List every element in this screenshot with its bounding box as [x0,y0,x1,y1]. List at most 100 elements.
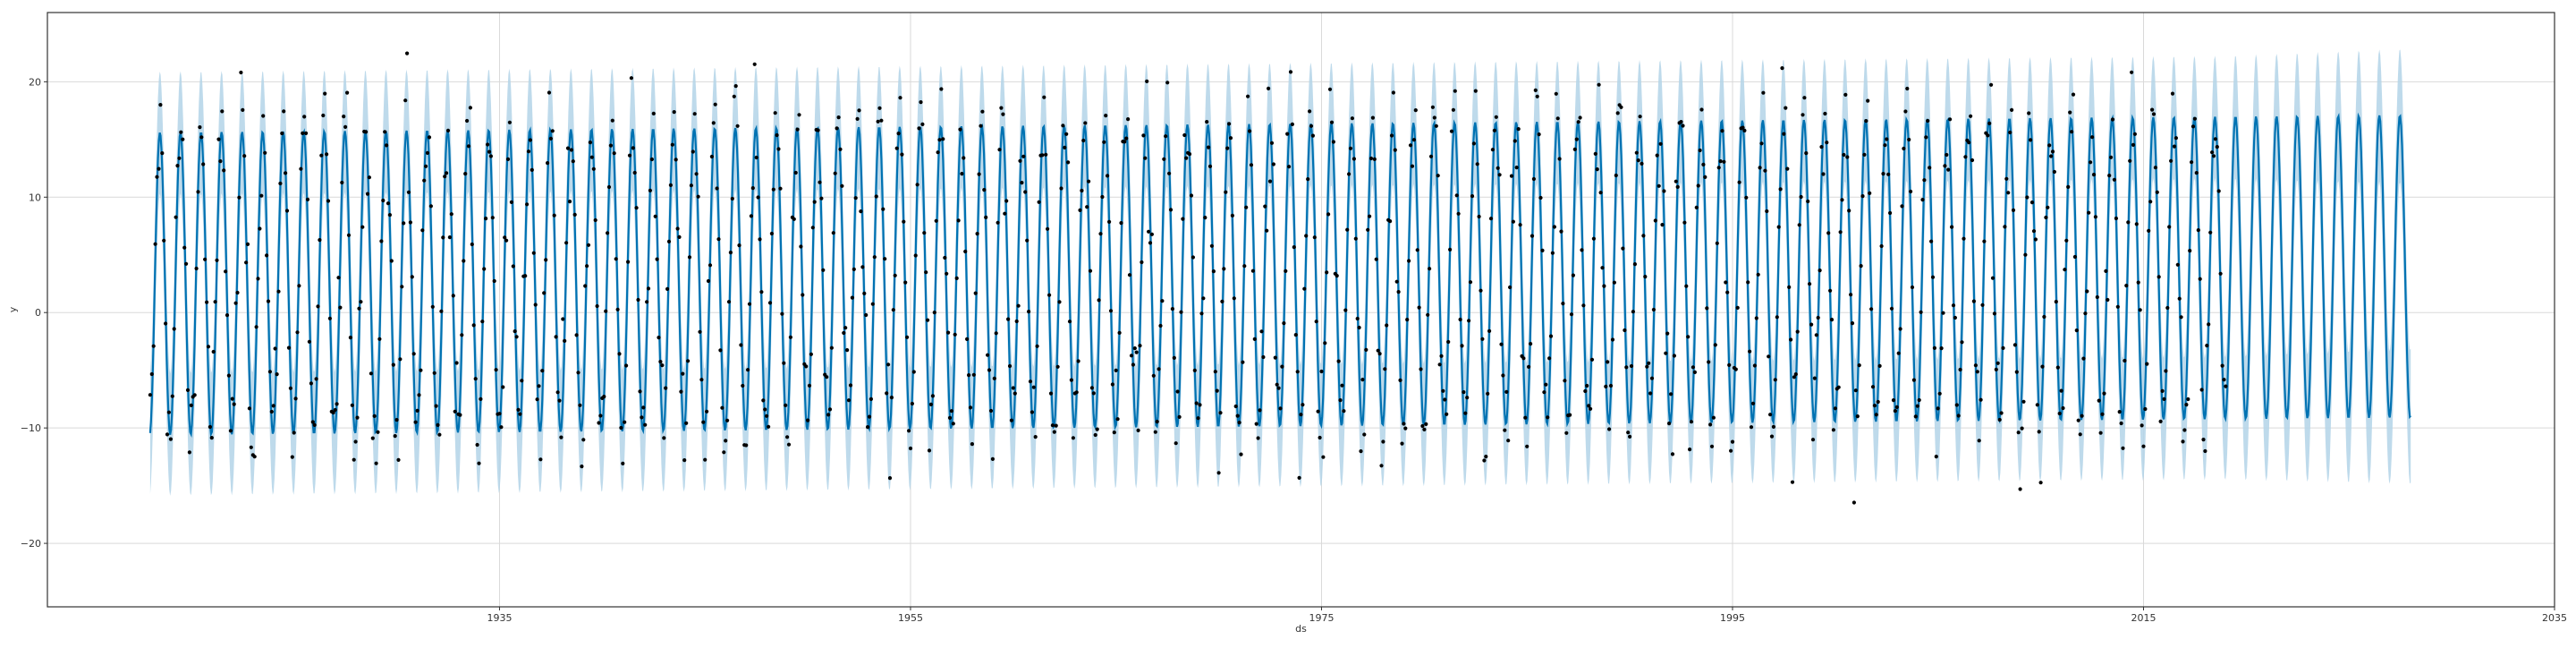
observation-point [259,193,264,198]
observation-point [640,415,644,420]
observation-point [1007,363,1013,369]
observation-point [708,263,713,268]
observation-point [2110,117,2115,122]
observation-point [1821,172,1826,176]
observation-point [282,109,286,114]
observation-point [1040,153,1045,158]
observation-point [497,412,502,416]
observation-point [2076,418,2080,422]
observation-point [2199,388,2204,392]
observation-point [1744,195,1749,200]
observation-point [1196,416,1200,421]
observation-point [2064,238,2069,243]
observation-point [715,186,719,191]
observation-point [1982,239,1987,243]
observation-point [2175,262,2180,267]
observation-point [1282,321,1286,326]
observation-point [1597,82,1601,87]
observation-point [2027,111,2031,115]
observation-point [1926,118,1930,124]
forecast-line [148,112,2412,438]
observation-point [870,302,875,306]
observation-point [1398,378,1402,382]
observation-point [879,118,884,123]
observation-point [846,398,852,403]
observation-point [1643,275,1648,279]
observation-point [1771,424,1775,429]
observation-point [230,396,234,401]
observation-point [172,327,176,331]
observation-point [1990,276,1996,280]
observation-point [393,434,397,439]
observation-point [1956,414,1961,418]
observation-point [1148,241,1153,245]
observation-point [153,242,157,246]
observation-point [2222,378,2226,382]
y-tick-label: 20 [29,76,41,88]
observation-point [1216,471,1221,475]
observation-point [2066,184,2071,189]
observation-point [819,196,824,200]
observation-point [1265,228,1269,233]
observation-point [304,131,309,135]
observation-point [1595,167,1599,172]
observation-point [1657,183,1661,188]
observation-point [1641,234,1646,238]
observation-point [1411,138,1416,142]
observation-point [1165,81,1170,85]
observation-point [162,238,166,243]
observation-point [1756,272,1760,277]
observation-point [528,138,533,142]
observation-point [434,404,438,408]
observation-point [889,396,894,400]
observation-point [598,414,603,418]
observation-point [725,418,730,422]
observation-point [181,137,185,141]
observation-point [1428,267,1432,271]
yhat-line [148,112,2412,438]
observation-point [1463,411,1468,415]
observation-point [1374,257,1378,261]
observation-point [1475,162,1479,166]
observation-point [864,312,869,318]
observation-point [1649,376,1655,380]
observation-point [1836,385,1841,389]
observation-point [1969,114,1973,118]
observation-point [726,300,732,304]
observation-point [513,329,517,334]
observation-point [907,429,911,433]
observation-point [902,219,906,224]
observation-point [365,192,370,196]
observation-point [759,290,764,294]
observation-point [1699,107,1704,112]
observation-point [1504,389,1509,394]
observation-point [2093,215,2097,219]
observation-point [338,305,343,310]
observation-point [1098,232,1103,236]
observation-point [756,195,760,200]
observation-point [2023,252,2028,257]
observation-point [1953,315,1957,320]
observation-point [1227,122,1232,126]
observation-point [261,114,266,118]
observation-point [1872,404,1877,408]
observation-point [896,132,901,136]
observation-point [1692,370,1697,374]
observation-point [945,271,949,276]
y-tick-label: 10 [29,192,41,203]
observation-point [1276,386,1281,390]
observation-point [1638,115,1642,119]
observation-point [1278,406,1283,411]
observation-point [606,231,610,235]
observation-point [1312,235,1317,240]
observation-point [1112,431,1116,435]
observation-point [1136,428,1140,432]
observation-point [1795,329,1800,334]
observation-point [447,235,452,240]
observation-point [242,154,247,158]
observation-point [1664,351,1668,355]
observation-point [1273,355,1277,360]
observation-point [1809,322,1814,327]
observation-point [2169,158,2174,163]
observation-point [318,238,322,243]
